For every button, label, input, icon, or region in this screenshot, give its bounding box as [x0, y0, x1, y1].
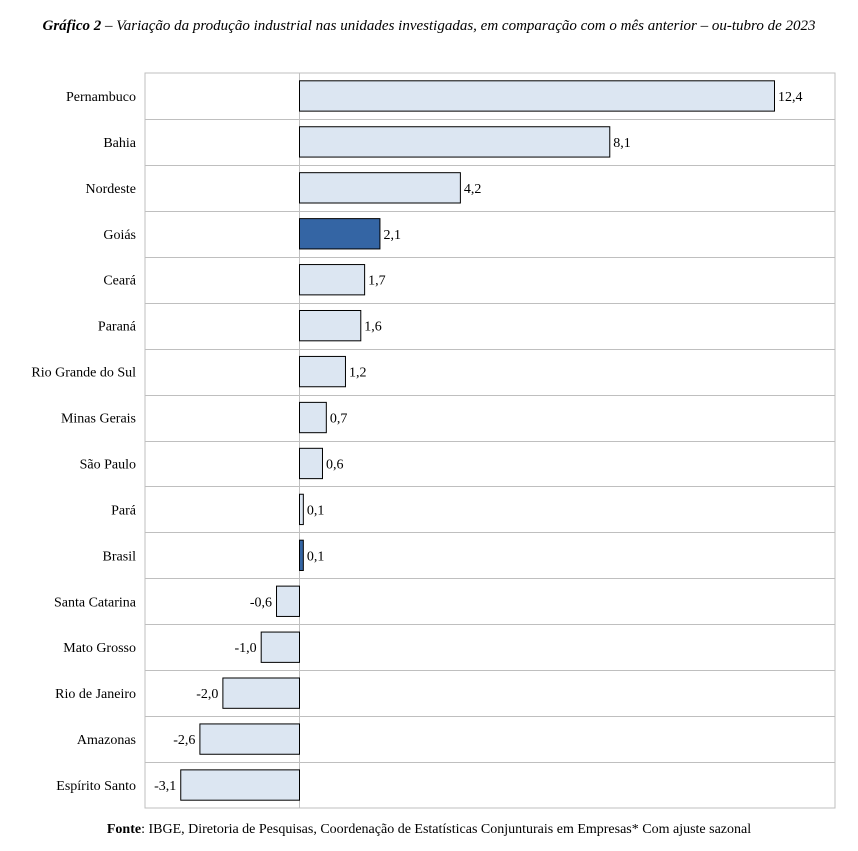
data-label: 0,6 — [326, 457, 344, 472]
data-label: 1,7 — [368, 274, 386, 289]
category-label: Rio Grande do Sul — [31, 366, 136, 381]
category-label: Bahia — [103, 136, 136, 151]
bar — [276, 585, 301, 617]
data-label: -2,6 — [173, 733, 195, 748]
bar — [299, 493, 304, 526]
chart-title: Gráfico 2 – Variação da produção industr… — [40, 17, 818, 36]
data-label: -2,0 — [196, 687, 218, 702]
source-text: : IBGE, Diretoria de Pesquisas, Coordena… — [141, 822, 752, 837]
bar-chart: Pernambuco 12,4 Bahia 8,1 Nordeste 4,2 Goiás 2,… — [31, 72, 836, 809]
data-label: 1,2 — [349, 366, 367, 381]
category-label: Nordeste — [85, 182, 136, 197]
category-label: Espírito Santo — [56, 779, 136, 794]
bar — [299, 309, 362, 342]
data-label: 4,2 — [464, 182, 482, 197]
bar — [222, 677, 300, 709]
category-label: Amazonas — [77, 733, 136, 748]
plot-border — [144, 72, 836, 809]
bar — [260, 631, 300, 663]
bar — [180, 769, 300, 801]
category-label: Pernambuco — [66, 90, 136, 105]
data-label: 0,1 — [307, 549, 325, 564]
data-label: 1,6 — [364, 320, 382, 335]
category-label: Goiás — [103, 228, 136, 243]
data-label: 8,1 — [613, 136, 631, 151]
bar — [299, 539, 304, 572]
category-label: Ceará — [103, 274, 136, 289]
category-label: Brasil — [103, 549, 137, 564]
category-label: Rio de Janeiro — [55, 687, 136, 702]
bar — [299, 447, 323, 480]
chart-title-text: – Variação da produção industrial nas un… — [101, 18, 816, 34]
chart-source: Fonte: IBGE, Diretoria de Pesquisas, Coo… — [0, 822, 858, 838]
bar — [299, 355, 346, 388]
category-label: Minas Gerais — [61, 412, 136, 427]
data-label: -1,0 — [235, 641, 257, 656]
chart-title-prefix: Gráfico 2 — [42, 18, 102, 34]
category-label: Paraná — [98, 320, 137, 335]
bar — [299, 264, 366, 296]
bar — [299, 401, 327, 434]
bar — [299, 126, 611, 158]
data-label: 2,1 — [383, 228, 401, 243]
category-label: São Paulo — [80, 457, 136, 472]
category-label: Santa Catarina — [54, 595, 137, 610]
source-label: Fonte — [106, 822, 142, 837]
bar — [299, 80, 775, 112]
data-label: -0,6 — [250, 595, 272, 610]
bar — [199, 723, 300, 755]
category-label: Pará — [111, 503, 137, 518]
data-label: 12,4 — [778, 90, 803, 105]
data-label: 0,7 — [330, 412, 348, 427]
data-label: 0,1 — [307, 503, 325, 518]
category-label: Mato Grosso — [63, 641, 136, 656]
bar — [299, 218, 381, 250]
bar — [299, 172, 461, 204]
data-label: -3,1 — [154, 779, 176, 794]
